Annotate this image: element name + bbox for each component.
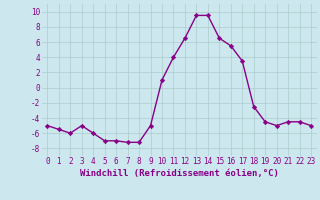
X-axis label: Windchill (Refroidissement éolien,°C): Windchill (Refroidissement éolien,°C) [80, 169, 279, 178]
